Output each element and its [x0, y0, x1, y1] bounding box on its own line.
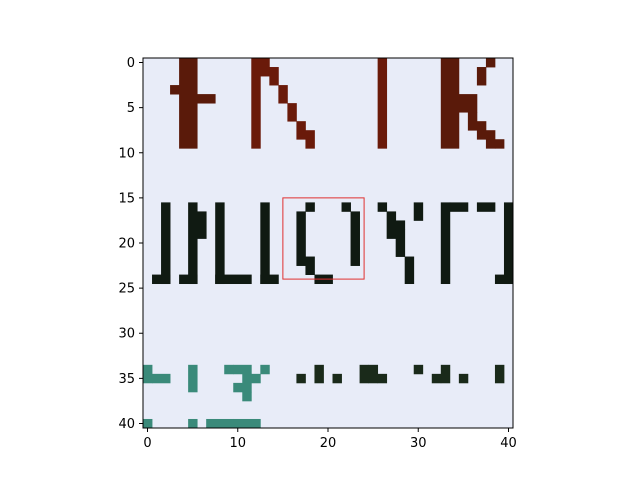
- heatmap-cell-bottom-letter-dark: [368, 364, 379, 384]
- y-tick-label: 35: [118, 372, 135, 387]
- heatmap-cell-mid-letter-K: [404, 256, 415, 285]
- heatmap-cell-bottom-letter-dark: [494, 364, 505, 384]
- heatmap-cell-bottom-letter-green: [143, 418, 153, 429]
- heatmap-cell-top-letter-3: [440, 58, 460, 149]
- heatmap-cell-mid-letter-K: [395, 229, 406, 257]
- y-tick-label: 10: [118, 146, 135, 161]
- heatmap-cell-top-letter-2: [296, 121, 306, 140]
- y-tick-label: 30: [118, 327, 135, 342]
- heatmap-cell-bottom-letter-dark: [332, 373, 342, 384]
- heatmap-cell-bottom-letter-dark: [377, 373, 388, 384]
- heatmap-cell-top-letter-1: [188, 94, 216, 104]
- heatmap-cell-bottom-letter-green: [233, 418, 261, 429]
- heatmap-cell-mid-letter-T: [476, 202, 496, 212]
- heatmap-cell-mid-letter-T: [494, 274, 514, 285]
- heatmap-cell-mid-letter-O: [341, 202, 351, 212]
- heatmap-cell-mid-letter-K: [386, 211, 397, 239]
- heatmap-cell-mid-letter-P: [152, 274, 171, 285]
- x-tick-label: 0: [143, 436, 151, 451]
- heatmap-cell-mid-letter-O: [296, 211, 306, 266]
- heatmap-cell-bottom-letter-dark: [314, 364, 324, 384]
- heatmap-cell-top-letter-1: [170, 85, 180, 95]
- y-tick-label: 40: [118, 417, 135, 432]
- heatmap-cell-top-letter-3: [476, 67, 487, 86]
- y-tick-label: 15: [118, 191, 135, 206]
- heatmap-cell-top-letter-2: [377, 58, 388, 149]
- heatmap-cell-mid-letter-P: [188, 202, 198, 285]
- heatmap-cell-mid-letter-L: [260, 274, 279, 285]
- heatmap-cell-top-letter-3: [494, 139, 505, 149]
- heatmap-cell-mid-letter-P: [197, 211, 207, 239]
- heatmap-cell-mid-letter-K: [377, 202, 388, 212]
- heatmap-cell-bottom-letter-dark: [458, 373, 469, 384]
- heatmap-cell-mid-letter-P: [161, 202, 171, 285]
- heatmap-cell-top-letter-3: [458, 94, 478, 113]
- heatmap-cell-mid-letter-T: [449, 202, 469, 212]
- heatmap-cell-top-letter-2: [287, 103, 297, 122]
- heatmap-cell-top-letter-2: [251, 58, 261, 149]
- heatmap-cell-mid-letter-T: [440, 202, 451, 285]
- heatmap-cell-bottom-letter-green: [242, 391, 252, 402]
- heatmap-cell-mid-letter-L: [260, 202, 270, 285]
- heatmap-cell-mid-letter-K: [413, 202, 424, 221]
- highlight-box: [282, 197, 365, 280]
- heatmap-cell-bottom-letter-dark: [413, 364, 424, 375]
- x-tick-label: 40: [500, 436, 517, 451]
- heatmap-cell-bottom-letter-green: [233, 364, 252, 375]
- heatmap-cell-bottom-letter-green: [188, 364, 198, 393]
- heatmap-cell-mid-letter-L: [215, 202, 225, 285]
- heatmap-cell-mid-letter-P: [179, 274, 198, 285]
- heatmap-cell-bottom-letter-dark: [440, 364, 451, 384]
- heatmap-cell-mid-letter-O: [305, 256, 315, 275]
- heatmap-cell-top-letter-2: [305, 130, 315, 149]
- heatmap-cell-bottom-letter-green: [251, 373, 261, 384]
- heatmap-cell-top-letter-3: [467, 112, 478, 131]
- x-tick-label: 20: [320, 436, 337, 451]
- y-tick-label: 25: [118, 282, 135, 297]
- heatmap-cell-bottom-letter-green: [188, 418, 198, 429]
- heatmap-cell-bottom-letter-green: [152, 373, 171, 384]
- heatmap-cell-top-letter-3: [485, 58, 496, 68]
- heatmap-cell-bottom-letter-green: [206, 418, 234, 429]
- heatmap-cell-bottom-letter-dark: [359, 364, 370, 384]
- heatmap-cell-bottom-letter-dark: [296, 373, 306, 384]
- y-tick-label: 5: [127, 101, 135, 116]
- heatmap-cell-bottom-letter-dark: [431, 373, 442, 384]
- heatmap-cell-top-letter-3: [476, 121, 487, 140]
- y-axis: 0 5 10 15 20 25 30 35 40: [118, 56, 143, 432]
- heatmap-cell-bottom-letter-green: [260, 364, 270, 375]
- x-tick-label: 30: [410, 436, 427, 451]
- x-axis: 0 10 20 30 40: [143, 428, 517, 451]
- heatmap-cell-bottom-letter-green: [242, 373, 252, 393]
- x-tick-label: 10: [229, 436, 246, 451]
- heatmap-cell-top-letter-2: [269, 67, 279, 86]
- y-tick-label: 20: [118, 237, 135, 252]
- heatmap-cell-bottom-letter-green: [233, 382, 243, 393]
- heatmap-cell-top-letter-2: [260, 58, 270, 77]
- y-tick-label: 0: [127, 56, 135, 71]
- heatmap-cell-mid-letter-T: [503, 202, 514, 285]
- heatmap-cell-top-letter-2: [278, 85, 288, 104]
- heatmap-cell-mid-letter-O: [305, 202, 315, 212]
- heatmap-cell-bottom-letter-green: [224, 364, 234, 375]
- heatmap-cells: [143, 58, 514, 429]
- heatmap-cell-top-letter-3: [485, 130, 496, 149]
- heatmap-cell-mid-letter-O: [350, 211, 360, 266]
- heatmap-cell-bottom-letter-green: [143, 364, 153, 384]
- heatmap-cell-mid-letter-K: [395, 220, 406, 230]
- heatmap-cell-mid-letter-L: [215, 274, 252, 285]
